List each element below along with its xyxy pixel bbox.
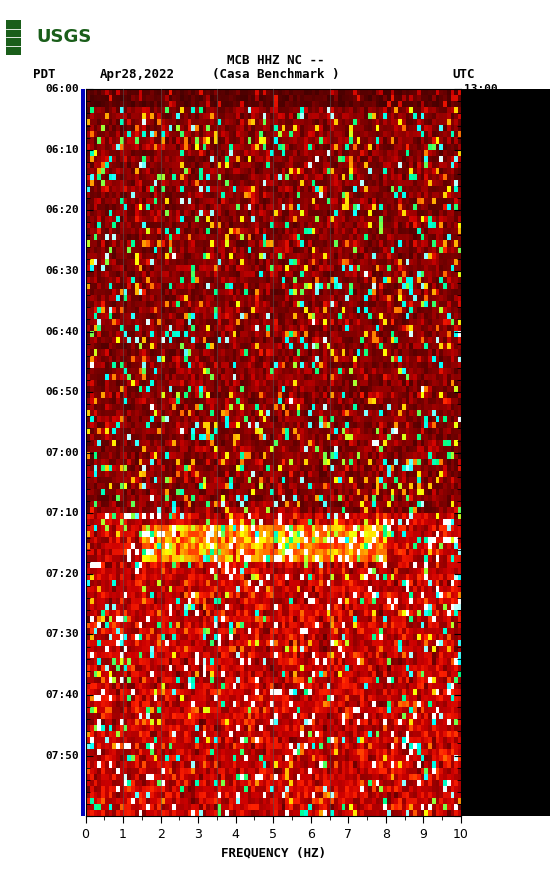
Text: 06:00: 06:00 <box>45 84 79 95</box>
Text: 06:50: 06:50 <box>45 387 79 397</box>
Text: 07:20: 07:20 <box>45 569 79 579</box>
Text: 14:30: 14:30 <box>464 630 497 640</box>
Text: 06:30: 06:30 <box>45 266 79 276</box>
Text: 14:10: 14:10 <box>464 508 497 518</box>
Text: 13:20: 13:20 <box>464 205 497 215</box>
Text: 07:50: 07:50 <box>45 750 79 761</box>
Text: 14:20: 14:20 <box>464 569 497 579</box>
Text: 14:50: 14:50 <box>464 750 497 761</box>
Text: 06:40: 06:40 <box>45 326 79 336</box>
Text: 13:40: 13:40 <box>464 326 497 336</box>
Text: 13:10: 13:10 <box>464 145 497 155</box>
Text: 07:30: 07:30 <box>45 630 79 640</box>
Text: MCB HHZ NC --: MCB HHZ NC -- <box>227 54 325 67</box>
Text: 13:00: 13:00 <box>464 84 497 95</box>
Text: Apr28,2022: Apr28,2022 <box>99 69 174 81</box>
X-axis label: FREQUENCY (HZ): FREQUENCY (HZ) <box>221 847 326 860</box>
Text: 07:00: 07:00 <box>45 448 79 458</box>
Text: (Casa Benchmark ): (Casa Benchmark ) <box>213 69 339 81</box>
Text: 07:10: 07:10 <box>45 508 79 518</box>
Text: 14:00: 14:00 <box>464 448 497 458</box>
Text: 06:20: 06:20 <box>45 205 79 215</box>
Text: USGS: USGS <box>36 29 91 46</box>
Text: 13:50: 13:50 <box>464 387 497 397</box>
Text: 13:30: 13:30 <box>464 266 497 276</box>
Text: 06:10: 06:10 <box>45 145 79 155</box>
Text: UTC: UTC <box>453 69 475 81</box>
Text: 07:40: 07:40 <box>45 690 79 700</box>
Text: PDT: PDT <box>33 69 56 81</box>
Text: 14:40: 14:40 <box>464 690 497 700</box>
